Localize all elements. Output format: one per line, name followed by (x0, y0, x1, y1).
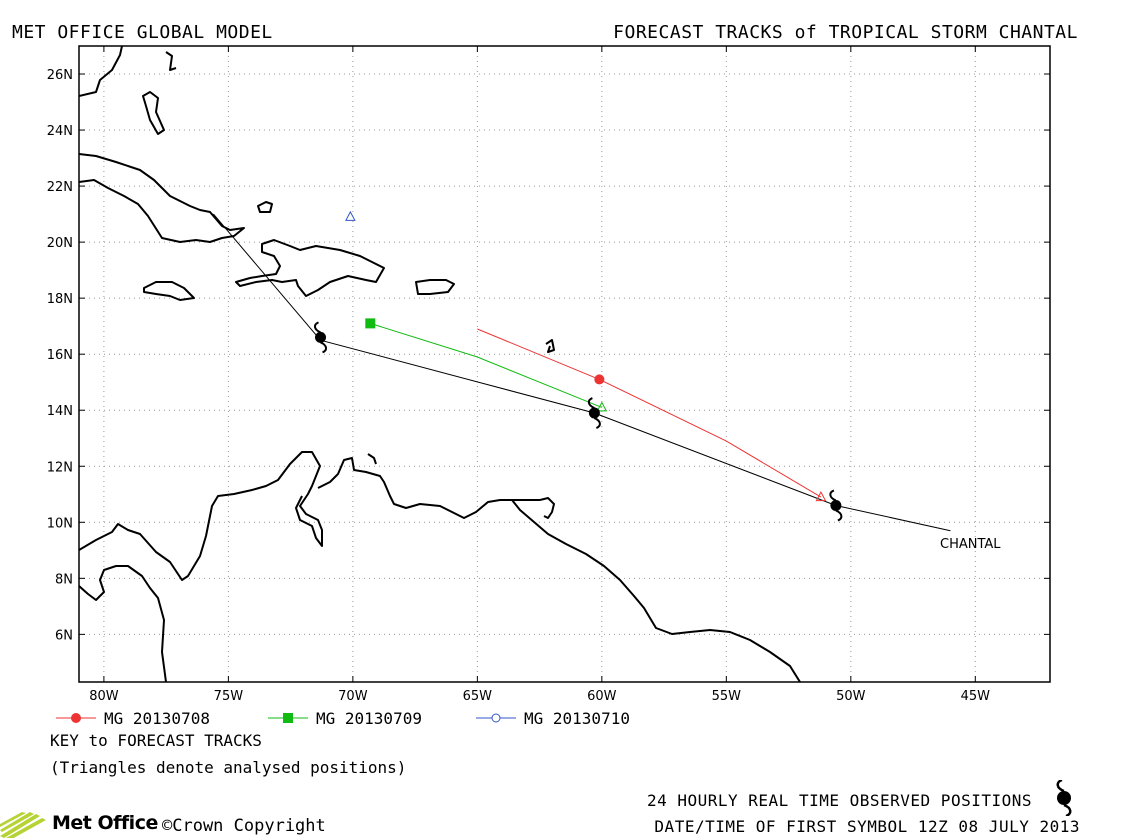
coast-bahamas-3 (257, 201, 273, 213)
coastlines (79, 46, 801, 682)
coast-central-america (79, 451, 323, 581)
lon-tick-label: 50W (836, 689, 866, 704)
storm-symbol-icon (314, 321, 328, 354)
legend-marker (283, 713, 293, 723)
coast-cuba (79, 153, 245, 243)
coast-bahamas-1 (142, 91, 165, 135)
tropical-storm-icon (1056, 780, 1072, 816)
coast-bahamas-2 (165, 51, 177, 71)
lat-tick-label: 8N (55, 572, 73, 587)
lat-tick-label: 18N (47, 292, 73, 307)
legend-marker (71, 713, 81, 723)
lon-tick-label: 80W (89, 689, 119, 704)
coast-guyana (511, 499, 801, 682)
storm-symbol-icon (829, 489, 843, 522)
lon-tick-label: 60W (587, 689, 617, 704)
date-time-caption: DATE/TIME OF FIRST SYMBOL 12Z 08 JULY 20… (654, 817, 1080, 836)
legend-label: MG 20130710 (524, 709, 630, 728)
lat-tick-label: 10N (47, 516, 73, 531)
axis-ticks: 26N 24N 22N 20N 18N 16N 14N 12N 10N 8N 6N 80W 75W 70W… (47, 46, 1050, 704)
header-model-title: MET OFFICE GLOBAL MODEL (12, 22, 273, 43)
header-chart-title: FORECAST TRACKS of TROPICAL STORM CHANTA… (613, 22, 1078, 43)
forecast-track-line (370, 322, 603, 408)
observed-positions-caption: 24 HOURLY REAL TIME OBSERVED POSITIONS (646, 791, 1032, 810)
coast-jamaica (143, 281, 195, 301)
lat-tick-label: 16N (47, 348, 73, 363)
grid-lines (79, 46, 1050, 682)
lon-tick-label: 75W (214, 689, 244, 704)
legend-label: MG 20130708 (104, 709, 210, 728)
key-note: (Triangles denote analysed positions) (50, 758, 407, 777)
lat-tick-label: 24N (47, 124, 73, 139)
plot-frame (78, 45, 1051, 683)
lat-tick-label: 26N (47, 68, 73, 83)
legend-label: MG 20130709 (316, 709, 422, 728)
coast-puerto-rico (415, 279, 455, 295)
coast-small-1 (367, 453, 377, 465)
key-heading: KEY to FORECAST TRACKS (50, 731, 262, 750)
analysed-position-triangle (596, 401, 608, 412)
coast-guadeloupe (545, 339, 555, 353)
analysed-position-triangle (815, 491, 827, 502)
legend-marker (491, 713, 501, 723)
lat-tick-label: 22N (47, 180, 73, 195)
coast-trinidad (539, 497, 555, 519)
tracks-layer (213, 210, 951, 532)
legend: MG 20130708 MG 20130709 MG 20130710 (56, 709, 630, 728)
lon-tick-label: 55W (712, 689, 742, 704)
met-office-logo-text: Met Office (52, 812, 158, 834)
coast-yucatan (79, 565, 167, 682)
forecast-track-marker (365, 318, 376, 329)
observed-track-label: CHANTAL (940, 537, 1001, 552)
coast-hispaniola (235, 239, 385, 297)
lon-tick-label: 65W (463, 689, 493, 704)
storm-symbol-icon (587, 397, 601, 429)
analysed-position-triangle (345, 210, 356, 221)
lat-tick-label: 6N (55, 628, 73, 643)
lat-tick-label: 14N (47, 404, 73, 419)
coast-venezuela (317, 457, 540, 519)
crown-copyright: ©Crown Copyright (162, 816, 326, 836)
lat-tick-label: 12N (47, 460, 73, 475)
met-office-logo-icon (0, 812, 46, 838)
forecast-track-line (477, 328, 822, 498)
forecast-track-marker (594, 374, 605, 385)
lon-tick-label: 70W (338, 689, 368, 704)
lat-tick-label: 20N (47, 236, 73, 251)
coast-florida (79, 46, 123, 97)
lon-tick-label: 45W (961, 689, 991, 704)
